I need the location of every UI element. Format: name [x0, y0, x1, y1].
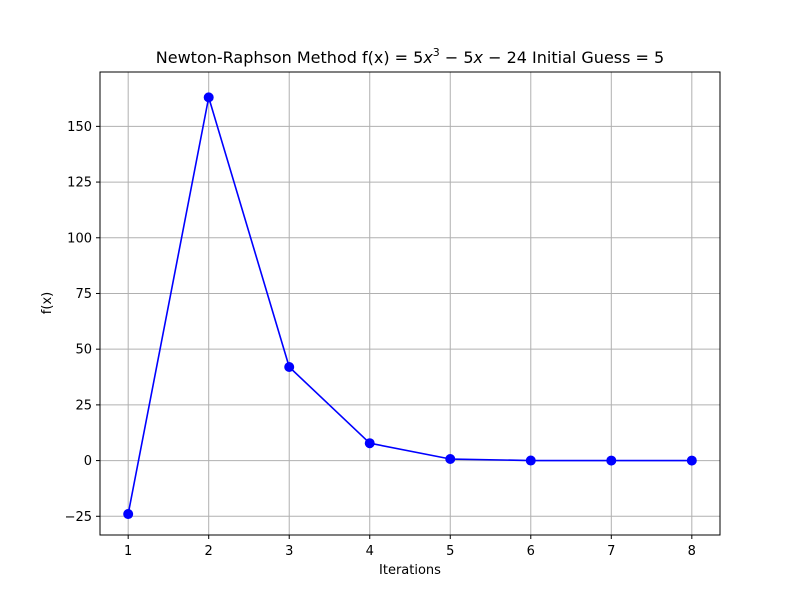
y-tick-label: 150: [67, 120, 92, 135]
y-axis-ticks: −25 0 25 50 75 100 125 150: [65, 120, 100, 525]
x-tick-label: 1: [124, 544, 132, 559]
plot-frame: [99, 71, 721, 536]
data-series: [123, 92, 697, 520]
x-tick-label: 8: [688, 544, 696, 559]
data-point: [123, 509, 134, 520]
x-tick-label: 2: [205, 544, 213, 559]
title-exponent: 3: [433, 46, 440, 59]
x-axis-title: Iterations: [379, 563, 441, 578]
y-tick-label: 125: [67, 176, 92, 191]
data-point: [203, 92, 214, 103]
title-suffix: − 24 Initial Guess = 5: [483, 48, 664, 67]
data-point: [525, 455, 536, 466]
x-tick-label: 7: [607, 544, 615, 559]
data-point: [364, 438, 375, 449]
y-axis-title: f(x): [40, 292, 55, 314]
y-tick-label: 100: [67, 231, 92, 246]
y-tick-label: −25: [65, 510, 92, 525]
data-point: [445, 454, 456, 465]
axes: [99, 71, 721, 536]
grid-lines: [100, 72, 720, 535]
data-point: [606, 455, 617, 466]
series-line: [127, 96, 692, 515]
y-tick-label: 75: [75, 287, 92, 302]
x-axis-ticks: 1 2 3 4 5 6 7 8: [124, 535, 696, 559]
title-middle: − 5: [440, 48, 474, 67]
title-prefix: Newton-Raphson Method f(x) = 5: [156, 48, 424, 67]
x-tick-label: 4: [366, 544, 374, 559]
data-point: [686, 455, 697, 466]
x-tick-label: 6: [527, 544, 535, 559]
y-tick-label: 25: [75, 398, 92, 413]
x-tick-label: 3: [285, 544, 293, 559]
chart-title: Newton-Raphson Method f(x) = 5x3 − 5x − …: [156, 46, 664, 67]
data-point: [284, 362, 295, 373]
title-var-x-2: x: [473, 48, 484, 67]
title-var-x: x: [422, 48, 433, 67]
y-tick-label: 0: [84, 454, 92, 469]
y-tick-label: 50: [75, 343, 92, 358]
x-tick-label: 5: [446, 544, 454, 559]
